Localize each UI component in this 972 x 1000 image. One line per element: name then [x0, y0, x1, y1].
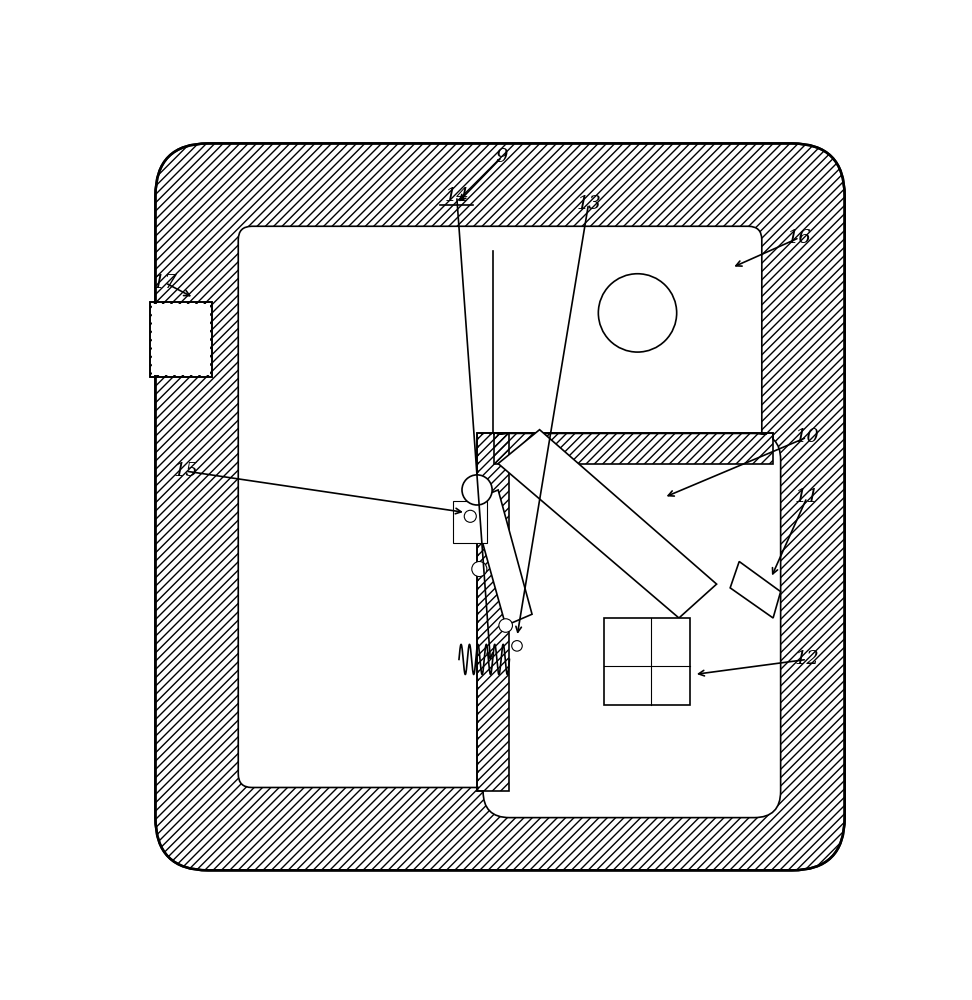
Bar — [496, 435, 772, 462]
Text: 15: 15 — [173, 462, 198, 480]
Circle shape — [471, 561, 487, 577]
Circle shape — [462, 475, 492, 505]
Polygon shape — [471, 490, 532, 626]
Bar — [150, 302, 212, 377]
Text: 17: 17 — [153, 274, 178, 292]
Circle shape — [499, 619, 512, 632]
FancyBboxPatch shape — [483, 433, 781, 818]
FancyBboxPatch shape — [238, 226, 762, 787]
FancyBboxPatch shape — [156, 143, 845, 870]
Text: 9: 9 — [496, 148, 508, 166]
Text: 10: 10 — [795, 428, 819, 446]
Text: 14: 14 — [444, 187, 469, 205]
Bar — [495, 433, 773, 464]
Bar — [604, 618, 690, 705]
Text: 12: 12 — [795, 650, 819, 668]
Bar — [150, 302, 212, 377]
Text: 16: 16 — [787, 229, 812, 247]
Circle shape — [599, 274, 677, 352]
Circle shape — [465, 510, 476, 522]
Bar — [153, 304, 210, 375]
Text: 13: 13 — [576, 195, 601, 213]
Bar — [477, 433, 509, 791]
Circle shape — [511, 641, 522, 651]
Text: 11: 11 — [795, 488, 819, 506]
Polygon shape — [730, 561, 781, 618]
Polygon shape — [498, 430, 716, 618]
Bar — [453, 501, 487, 543]
Bar — [495, 433, 773, 464]
Bar — [478, 435, 508, 790]
Bar — [477, 433, 509, 791]
